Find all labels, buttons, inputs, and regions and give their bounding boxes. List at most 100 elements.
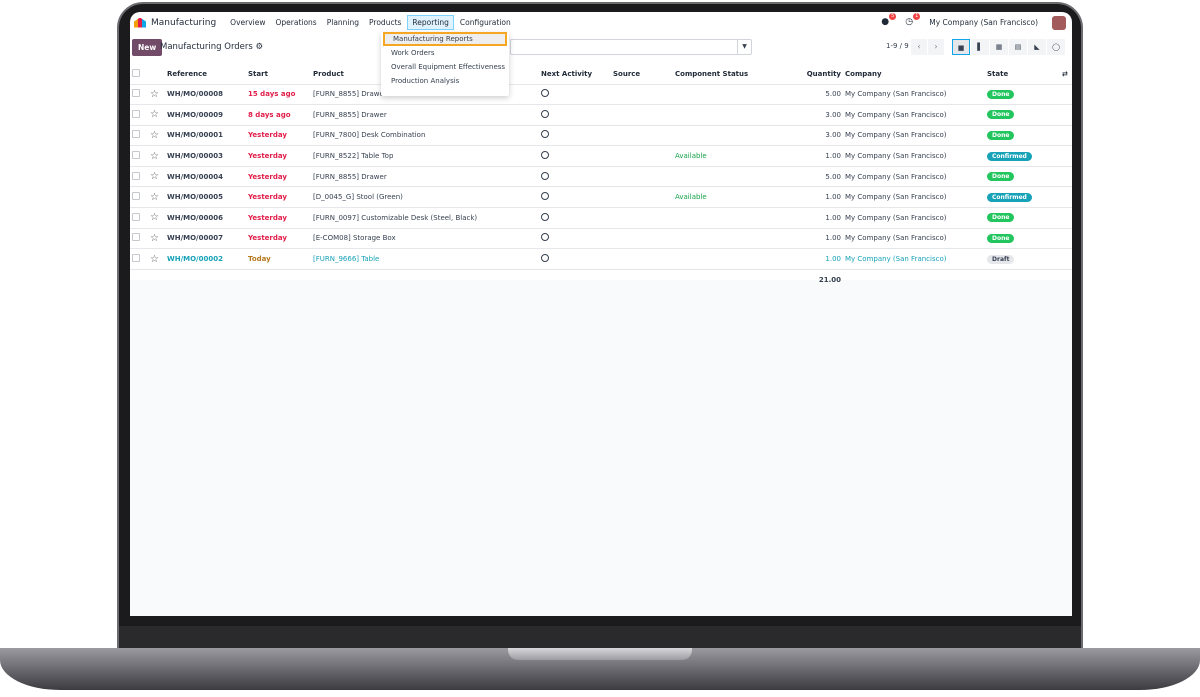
menu-planning[interactable]: Planning <box>326 18 360 27</box>
table-row[interactable]: ☆ WH/MO/00004 Yesterday [FURN_8855] Draw… <box>130 166 1072 188</box>
row-checkbox[interactable] <box>132 233 140 242</box>
activities-clock-icon[interactable]: ◷ 1 <box>905 13 921 27</box>
menu-products[interactable]: Products <box>369 18 402 27</box>
select-all-checkbox[interactable] <box>132 68 140 77</box>
row-checkbox[interactable] <box>132 109 140 118</box>
avatar[interactable] <box>1052 15 1066 30</box>
table-row[interactable]: ☆ WH/MO/00001 Yesterday [FURN_7800] Desk… <box>130 125 1072 147</box>
product: [D_0045_G] Stool (Green) <box>313 186 541 209</box>
table-row[interactable]: ☆ WH/MO/00007 Yesterday [E-COM08] Storag… <box>130 228 1072 250</box>
menu-item-work-orders[interactable]: Work Orders <box>391 49 435 57</box>
reference: WH/MO/00001 <box>167 125 248 147</box>
row-checkbox[interactable] <box>132 254 140 263</box>
status-badge: Confirmed <box>987 192 1032 202</box>
page-title-text: Manufacturing Orders <box>160 42 253 52</box>
component-status <box>675 166 780 188</box>
kanban-view-icon[interactable]: ▌ <box>971 39 989 55</box>
total-quantity: 21.00 <box>818 275 841 284</box>
menu-item-oee[interactable]: Overall Equipment Effectiveness <box>391 63 506 71</box>
row-checkbox[interactable] <box>132 151 140 160</box>
menu-operations[interactable]: Operations <box>275 18 317 27</box>
row-checkbox[interactable] <box>132 89 140 98</box>
star-icon[interactable]: ☆ <box>150 248 167 270</box>
messages-badge: 5 <box>889 13 897 20</box>
graph-view-icon[interactable]: ◣ <box>1028 39 1046 55</box>
orders-table: Reference Start Product Next Activity So… <box>130 64 1072 289</box>
col-source[interactable]: Source <box>613 64 675 85</box>
col-quantity[interactable]: Quantity <box>780 64 845 85</box>
menu-item-production-analysis[interactable]: Production Analysis <box>391 77 460 85</box>
reference: WH/MO/00006 <box>167 207 248 229</box>
quantity: 5.00 <box>780 166 845 188</box>
activity-view-icon[interactable]: ◯ <box>1047 39 1065 55</box>
search-input[interactable]: ▼ <box>510 39 752 55</box>
component-status <box>675 248 780 270</box>
row-checkbox[interactable] <box>132 171 140 180</box>
col-component-status[interactable]: Component Status <box>675 64 780 85</box>
quantity: 1.00 <box>780 186 845 209</box>
star-icon[interactable]: ☆ <box>150 125 167 147</box>
table-row[interactable]: ☆ WH/MO/00003 Yesterday [FURN_8522] Tabl… <box>130 145 1072 167</box>
row-checkbox[interactable] <box>132 192 140 201</box>
activity-clock-icon[interactable] <box>541 254 549 263</box>
status-badge: Done <box>987 172 1015 182</box>
activity-clock-icon[interactable] <box>541 192 549 201</box>
activity-clock-icon[interactable] <box>541 233 549 242</box>
star-icon[interactable]: ☆ <box>150 84 167 106</box>
new-button[interactable]: New <box>132 39 163 56</box>
pivot-view-icon[interactable]: ▤ <box>1009 39 1027 55</box>
table-row[interactable]: ☆ WH/MO/00005 Yesterday [D_0045_G] Stool… <box>130 186 1072 209</box>
messages-icon[interactable]: ● 5 <box>881 13 897 27</box>
table-row[interactable]: ☆ WH/MO/00002 Today [FURN_9666] Table 1.… <box>130 248 1072 270</box>
company: My Company (San Francisco) <box>845 228 987 250</box>
col-next-activity[interactable]: Next Activity <box>541 64 613 85</box>
table-row[interactable]: ☆ WH/MO/00009 8 days ago [FURN_8855] Dra… <box>130 104 1072 126</box>
pager-value[interactable]: 1-9 / 9 <box>886 42 909 50</box>
status-badge: Done <box>987 213 1015 223</box>
star-icon[interactable]: ☆ <box>150 228 167 250</box>
column-settings-icon[interactable]: ⇄ <box>1062 64 1072 85</box>
calendar-view-icon[interactable]: ▦ <box>990 39 1008 55</box>
activity-clock-icon[interactable] <box>541 171 549 180</box>
star-icon[interactable]: ☆ <box>150 207 167 229</box>
menu-configuration[interactable]: Configuration <box>459 18 511 27</box>
activity-clock-icon[interactable] <box>541 212 549 221</box>
col-state[interactable]: State <box>987 64 1062 85</box>
page-title: Manufacturing Orders ⚙ <box>160 42 263 52</box>
menu-item-manufacturing-reports[interactable]: Manufacturing Reports <box>383 32 507 46</box>
activity-clock-icon[interactable] <box>541 151 549 160</box>
company: My Company (San Francisco) <box>845 104 987 126</box>
col-start[interactable]: Start <box>248 64 313 85</box>
start-date: Yesterday <box>248 186 313 209</box>
company-switcher[interactable]: My Company (San Francisco) <box>929 18 1038 27</box>
status-badge: Confirmed <box>987 151 1032 161</box>
row-checkbox[interactable] <box>132 212 140 221</box>
table-row[interactable]: ☆ WH/MO/00006 Yesterday [FURN_0097] Cust… <box>130 207 1072 229</box>
pager-prev-icon[interactable]: ‹ <box>911 39 927 55</box>
star-icon[interactable]: ☆ <box>150 145 167 167</box>
product: [FURN_7800] Desk Combination <box>313 125 541 147</box>
col-reference[interactable]: Reference <box>167 64 248 85</box>
pager-next-icon[interactable]: › <box>928 39 944 55</box>
menu-reporting[interactable]: Reporting <box>407 15 454 30</box>
star-icon[interactable]: ☆ <box>150 166 167 188</box>
star-icon[interactable]: ☆ <box>150 104 167 126</box>
star-icon[interactable]: ☆ <box>150 186 167 209</box>
company: My Company (San Francisco) <box>845 84 987 106</box>
component-status <box>675 207 780 229</box>
start-date: 15 days ago <box>248 84 313 106</box>
activity-clock-icon[interactable] <box>541 89 549 98</box>
activity-clock-icon[interactable] <box>541 109 549 118</box>
col-company[interactable]: Company <box>845 64 987 85</box>
component-status: Available <box>675 145 780 167</box>
table-row[interactable]: ☆ WH/MO/00008 15 days ago [FURN_8855] Dr… <box>130 84 1072 106</box>
reference: WH/MO/00003 <box>167 145 248 167</box>
activity-clock-icon[interactable] <box>541 130 549 139</box>
row-checkbox[interactable] <box>132 130 140 139</box>
search-toggle-chevron-icon[interactable]: ▼ <box>737 40 751 54</box>
app-logo-icon[interactable] <box>134 17 146 28</box>
app-name[interactable]: Manufacturing <box>151 17 217 28</box>
menu-overview[interactable]: Overview <box>230 18 266 27</box>
gear-icon[interactable]: ⚙ <box>255 42 264 52</box>
list-view-icon[interactable]: ■ <box>952 39 970 55</box>
